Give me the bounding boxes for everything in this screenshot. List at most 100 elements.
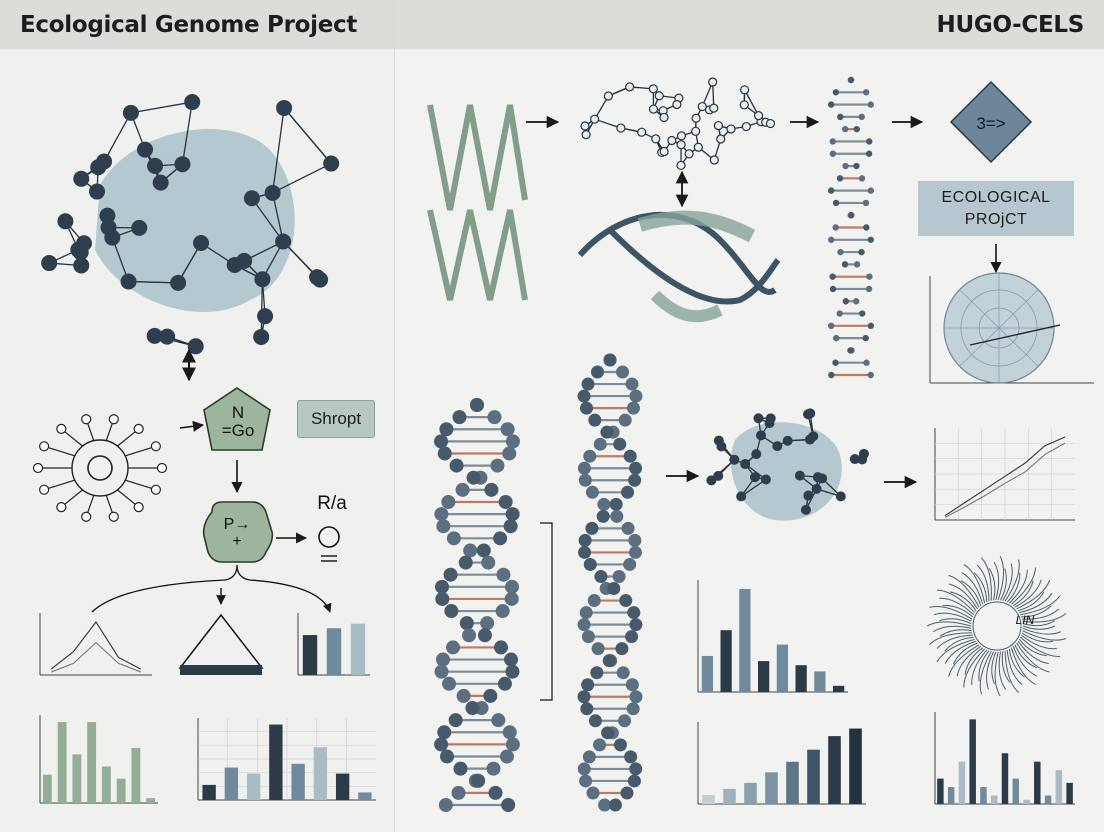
network-atom xyxy=(96,153,113,170)
dna-bead xyxy=(585,485,599,499)
bar xyxy=(807,749,820,804)
dna-bead xyxy=(832,89,840,96)
dna-bead xyxy=(590,365,604,379)
network-bond xyxy=(271,107,285,193)
polar-chart xyxy=(929,272,1094,384)
burst-strand xyxy=(998,651,1007,690)
network-bond xyxy=(744,89,760,116)
burst-strand xyxy=(988,568,996,601)
dna-bead xyxy=(462,628,477,643)
dna-bead xyxy=(588,714,602,728)
burst-strand xyxy=(971,649,988,685)
network-atom xyxy=(99,207,116,224)
network-atom xyxy=(765,118,776,129)
dna-bead xyxy=(581,630,595,644)
dna-bead xyxy=(836,175,844,182)
ring-atom xyxy=(150,484,161,495)
dna-bead xyxy=(439,422,454,437)
dna-bead xyxy=(577,762,591,776)
dna-bead xyxy=(590,666,604,680)
burst-strand xyxy=(948,583,978,610)
shropt-label: Shropt xyxy=(310,409,362,428)
bar xyxy=(947,787,955,804)
network-atom xyxy=(811,483,822,494)
dna-bead xyxy=(629,762,643,776)
network-atom xyxy=(254,271,271,288)
dna-bead xyxy=(847,347,854,354)
network-atom xyxy=(754,111,764,121)
dna-bead xyxy=(480,616,495,631)
chart-6 xyxy=(697,722,866,805)
network-atom xyxy=(57,213,74,230)
dna-bead xyxy=(625,377,639,391)
dna-bead xyxy=(609,497,623,511)
dna-bead xyxy=(437,446,452,461)
burst-strand xyxy=(944,640,977,664)
chart-4 xyxy=(197,718,376,801)
burst-strand xyxy=(926,621,972,627)
dna-bead xyxy=(578,473,592,487)
network-atom xyxy=(89,183,106,200)
network-atom xyxy=(753,413,764,424)
dna-bead xyxy=(449,458,464,473)
dna-bead xyxy=(828,101,835,108)
network-atom xyxy=(146,327,163,344)
dna-helix-bottom-right xyxy=(577,353,643,812)
series-line xyxy=(944,436,1066,517)
ring-atom xyxy=(56,501,67,513)
network-atom xyxy=(170,274,187,291)
dna-bead xyxy=(586,786,600,800)
dna-bead xyxy=(504,652,519,667)
dna-bead xyxy=(503,519,518,534)
network-bond xyxy=(272,162,332,194)
burst-strand xyxy=(948,574,980,608)
diamond-node xyxy=(949,80,1033,164)
bar xyxy=(1044,795,1052,804)
network-atom xyxy=(740,85,750,95)
bar xyxy=(744,782,757,804)
network-atom xyxy=(637,127,647,137)
dna-bead xyxy=(579,774,593,788)
bar xyxy=(720,630,732,692)
dna-bead xyxy=(579,606,593,620)
bar xyxy=(814,671,826,692)
network-atom xyxy=(654,91,664,101)
network-atom xyxy=(193,235,210,252)
dna-bead xyxy=(629,461,643,475)
network-atom xyxy=(803,490,814,501)
dna-bead xyxy=(601,726,615,740)
dna-bead xyxy=(578,533,592,547)
ring-atom xyxy=(32,462,44,474)
dna-bead xyxy=(836,310,843,317)
burst-strand xyxy=(1021,605,1052,618)
bar xyxy=(57,722,67,803)
dna-bead xyxy=(618,413,632,427)
burst-strand xyxy=(1008,569,1028,604)
bar xyxy=(101,766,111,803)
dna-bead xyxy=(625,678,639,692)
dna-bead xyxy=(502,725,517,740)
dna-bead xyxy=(476,543,491,558)
dna-bead xyxy=(627,774,641,788)
network-atom xyxy=(152,174,169,191)
bar xyxy=(269,724,283,800)
dna-bead xyxy=(591,642,605,656)
dna-bead xyxy=(436,519,451,534)
burst-strand xyxy=(1014,644,1038,669)
dna-bead xyxy=(828,371,835,379)
bar xyxy=(350,623,366,675)
dna-bead xyxy=(434,664,449,679)
network-atom xyxy=(755,430,766,441)
dna-bead xyxy=(621,521,635,535)
network-atom xyxy=(323,155,340,172)
dna-bead xyxy=(580,401,594,415)
result-circle xyxy=(318,526,340,548)
dna-bead xyxy=(863,359,870,366)
dna-bead xyxy=(626,401,640,415)
burst-strand xyxy=(936,589,976,614)
network-atom xyxy=(835,491,846,502)
dna-bead xyxy=(448,713,463,728)
dna-bead xyxy=(829,138,836,145)
chart-0 xyxy=(39,613,152,676)
bar xyxy=(1055,770,1063,804)
